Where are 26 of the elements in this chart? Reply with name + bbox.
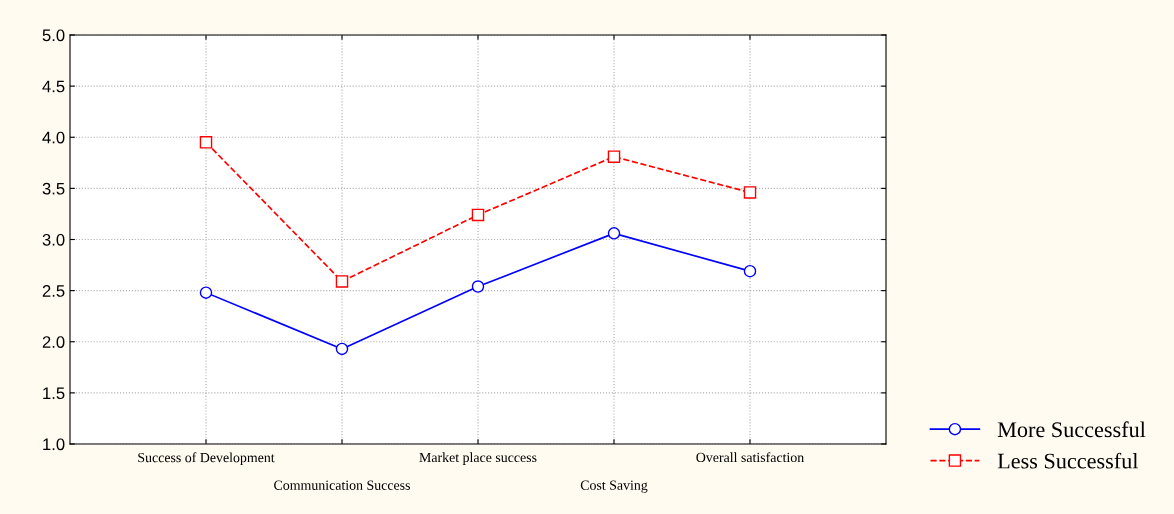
y-tick-label: 5.0 xyxy=(42,29,65,42)
y-tick-label: 3.0 xyxy=(42,233,65,246)
x-tick-label: Communication Success xyxy=(274,480,410,490)
x-tick-label: Market place success xyxy=(419,452,537,465)
y-tick-label: 2.5 xyxy=(42,285,65,297)
x-tick-label: Success of Development xyxy=(138,452,275,466)
point xyxy=(471,280,485,293)
point xyxy=(607,150,621,163)
point xyxy=(335,342,349,356)
x-tick-label: Cost Saving xyxy=(580,480,648,493)
point xyxy=(199,136,213,149)
y-tick-label: 4.0 xyxy=(42,131,65,144)
y-tick-label: 1.0 xyxy=(43,438,65,451)
y-tick-label: 4.5 xyxy=(42,80,65,93)
point xyxy=(607,227,621,240)
point xyxy=(743,186,757,199)
point xyxy=(199,286,213,299)
legend-label: More Successful xyxy=(997,421,1146,438)
y-tick-label: 2.0 xyxy=(42,336,65,348)
legend-label: Less Successful xyxy=(997,452,1139,469)
point xyxy=(335,275,349,288)
x-tick-label: Overall satisfaction xyxy=(696,452,804,463)
point xyxy=(743,264,757,278)
y-tick-label: 1.5 xyxy=(43,387,65,400)
y-tick-label: 3.5 xyxy=(42,182,65,195)
point xyxy=(471,208,485,222)
